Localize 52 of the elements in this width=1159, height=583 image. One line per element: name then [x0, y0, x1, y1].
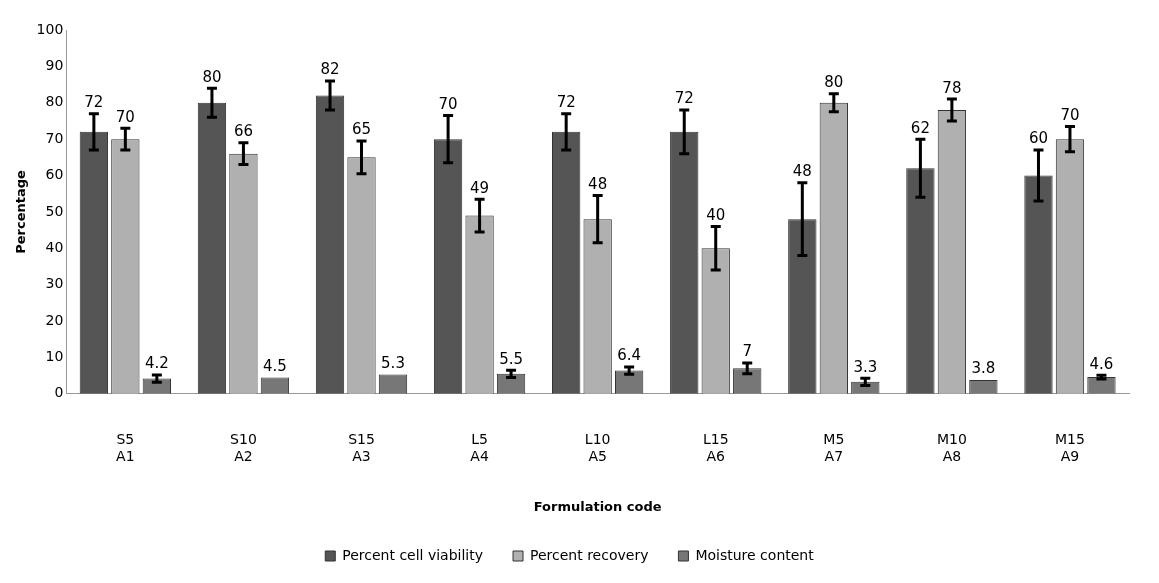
y-tick-label: 60	[45, 166, 64, 183]
data-label: 3.3	[853, 357, 878, 376]
data-label: 5.5	[499, 349, 523, 368]
legend-label: Percent cell viability	[342, 546, 484, 563]
data-label: 78	[942, 78, 962, 97]
x-tick-label: M10 A8	[936, 430, 967, 464]
data-label: 4.6	[1089, 354, 1114, 373]
y-tick-label: 20	[45, 311, 64, 328]
data-label: 70	[115, 107, 135, 126]
x-tick-label: S10 A2	[230, 430, 257, 464]
data-label: 49	[470, 178, 490, 197]
data-label: 48	[792, 162, 812, 181]
y-tick-label: 10	[45, 348, 64, 365]
data-label: 60	[1028, 129, 1049, 148]
data-label: 5.3	[381, 353, 405, 372]
y-tick-label: 70	[45, 129, 64, 146]
data-label: 72	[674, 89, 694, 108]
data-label: 3.8	[971, 359, 996, 378]
data-label: 7	[742, 342, 752, 361]
legend-label: Percent recovery	[530, 546, 649, 563]
y-tick-label: 30	[45, 275, 64, 292]
x-tick-label: S5 A1	[116, 430, 135, 464]
data-label: 72	[84, 93, 104, 112]
data-label: 80	[824, 73, 844, 92]
x-tick-label: L15 A6	[702, 430, 729, 464]
data-label: 65	[351, 120, 372, 139]
data-label: 70	[438, 94, 458, 113]
x-tick-label: S15 A3	[348, 430, 375, 464]
legend-label: Moisture content	[695, 546, 815, 563]
data-label: 4.2	[144, 354, 169, 373]
data-label: 72	[556, 93, 576, 112]
data-label: 80	[202, 67, 222, 86]
y-tick-label: 50	[45, 202, 64, 219]
y-tick-label: 80	[45, 93, 64, 110]
data-label: 40	[706, 205, 726, 224]
data-label: 66	[233, 122, 253, 141]
y-tick-label: 0	[54, 384, 64, 401]
y-tick-label: 100	[36, 20, 64, 37]
data-label: 4.5	[262, 356, 287, 375]
data-label: 6.4	[617, 346, 642, 365]
data-label: 82	[320, 60, 340, 79]
x-tick-label: M5 A7	[823, 430, 845, 464]
y-tick-label: 40	[45, 238, 64, 255]
y-axis-title: Percentage	[13, 169, 29, 254]
data-label: 62	[910, 118, 930, 137]
x-axis-title: Formulation code	[533, 498, 662, 514]
x-tick-label: L5 A4	[470, 430, 489, 464]
y-tick-label: 90	[45, 57, 64, 74]
data-label: 48	[588, 174, 608, 193]
data-label: 70	[1060, 105, 1080, 124]
x-tick-label: M15 A9	[1055, 430, 1085, 464]
x-tick-label: L10 A5	[584, 430, 611, 464]
